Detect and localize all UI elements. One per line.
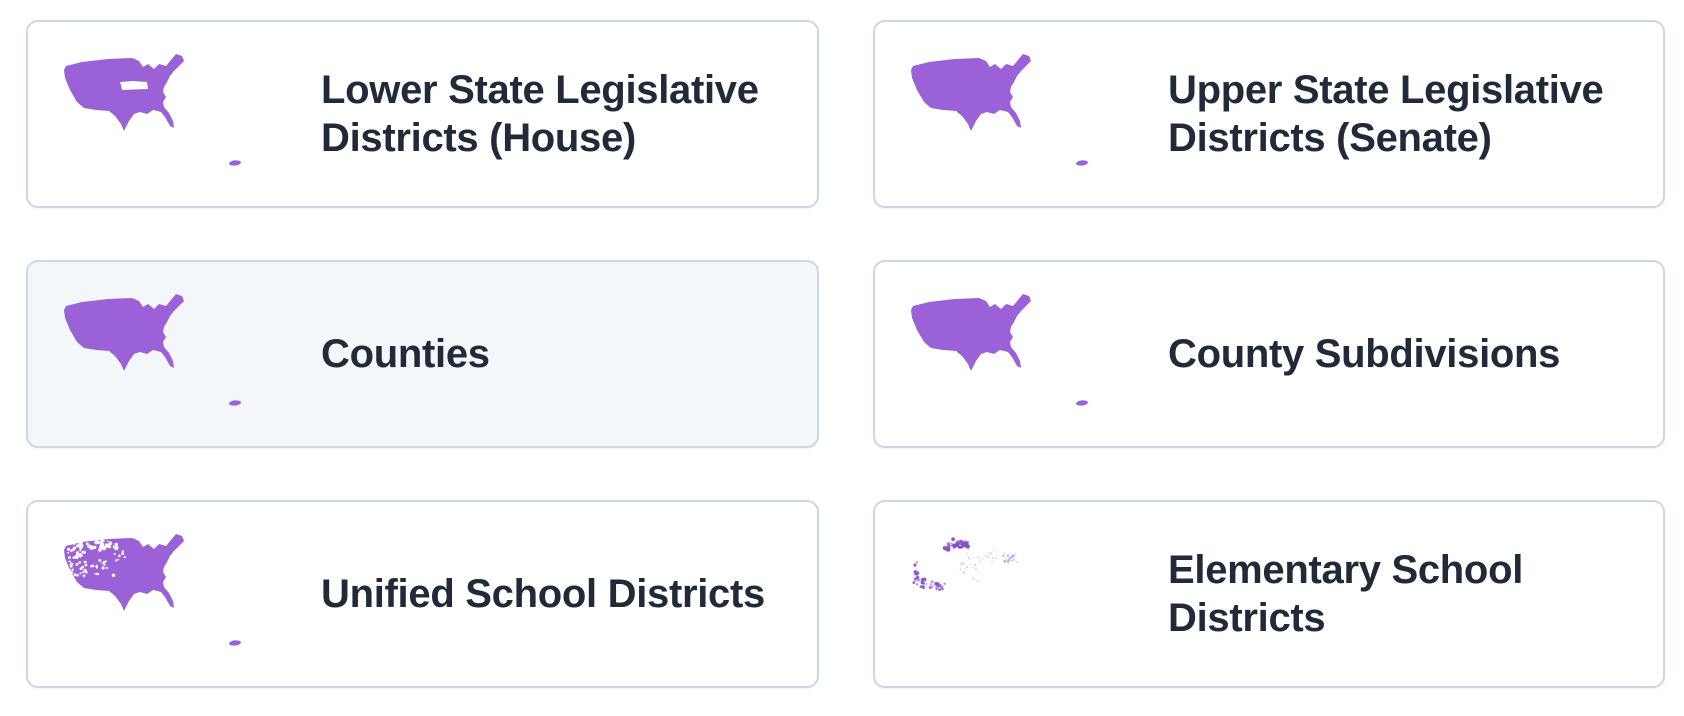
us-map-icon: [907, 292, 1097, 412]
us-map-icon: [907, 52, 1097, 172]
dataset-card-title: Elementary School Districts: [1168, 548, 1524, 640]
us-map-icon: [60, 52, 250, 172]
dataset-card-county-subdivisions[interactable]: County Subdivisions: [873, 260, 1665, 448]
dataset-card-title: Lower State Legislative Districts (House…: [321, 68, 759, 160]
dataset-card-elementary-school-districts[interactable]: Elementary School Districts: [873, 500, 1665, 688]
dataset-card-title: County Subdivisions: [1168, 332, 1561, 376]
dataset-card-unified-school-districts[interactable]: Unified School Districts: [26, 500, 819, 688]
dataset-card-upper-state-legislative-districts[interactable]: Upper State Legislative Districts (Senat…: [873, 20, 1665, 208]
us-map-icon: [60, 292, 250, 412]
dataset-card-title: Counties: [321, 332, 490, 376]
dataset-card-title: Upper State Legislative Districts (Senat…: [1168, 68, 1604, 160]
dataset-card-lower-state-legislative-districts[interactable]: Lower State Legislative Districts (House…: [26, 20, 819, 208]
us-map-icon: [907, 532, 1097, 652]
dataset-card-counties[interactable]: Counties: [26, 260, 819, 448]
dataset-card-title: Unified School Districts: [321, 572, 765, 616]
dataset-card-grid: Lower State Legislative Districts (House…: [26, 20, 1665, 688]
us-map-icon: [60, 532, 250, 652]
